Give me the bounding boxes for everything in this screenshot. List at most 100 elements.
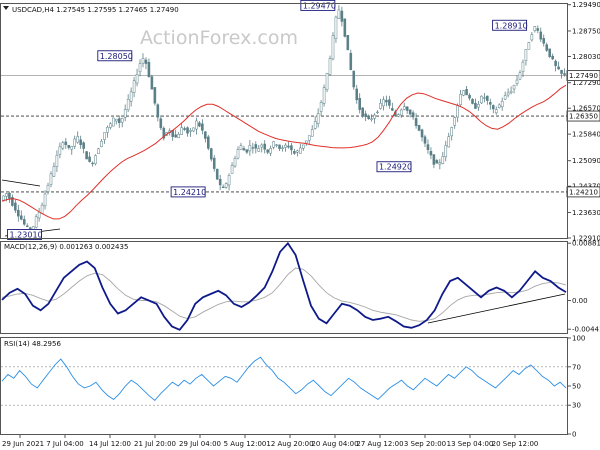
price-callout: 1.28910 xyxy=(492,19,528,31)
price-callout: 1.28050 xyxy=(97,50,133,62)
candle xyxy=(447,132,451,148)
price-level-label: 1.27490 xyxy=(569,72,598,80)
price-level-label: 1.24210 xyxy=(569,188,598,196)
candle xyxy=(73,135,77,149)
candle xyxy=(239,142,243,150)
candle xyxy=(64,137,68,149)
y-tick-label: 1.28750 xyxy=(572,27,600,35)
x-tick-label: 20 Aug 04:00 xyxy=(311,440,358,448)
candle xyxy=(346,34,350,51)
candle xyxy=(245,149,249,155)
candle xyxy=(518,70,522,81)
candle xyxy=(408,109,412,118)
x-tick-label: 29 Jun 2021 xyxy=(2,440,44,448)
candle xyxy=(343,18,347,38)
candle xyxy=(20,210,23,221)
macd-panel-header: MACD(12,26,9) 0.001263 0.002435 xyxy=(4,243,128,251)
candle xyxy=(548,48,551,58)
candle xyxy=(489,98,492,110)
rsi-panel-frame xyxy=(0,337,568,435)
y-tick-label: 1.28030 xyxy=(572,53,600,61)
candle xyxy=(230,162,234,174)
candle xyxy=(34,214,38,229)
candle xyxy=(417,124,421,132)
candle xyxy=(11,194,14,207)
candle xyxy=(331,32,335,61)
panel-menu-icon[interactable] xyxy=(3,6,9,10)
candle xyxy=(423,134,427,148)
candle xyxy=(373,113,376,124)
candle xyxy=(126,94,130,113)
price-panel: ActionForex.com USDCAD,H4 1.27545 1.2759… xyxy=(1,0,600,243)
candle xyxy=(109,122,112,130)
y-tick-label: 1.26570 xyxy=(572,105,600,113)
candle xyxy=(189,128,192,137)
x-tick-label: 7 Jul 04:00 xyxy=(46,440,84,448)
candle xyxy=(82,141,85,154)
candle xyxy=(396,113,400,118)
macd-trendline xyxy=(427,293,566,324)
candle xyxy=(257,144,261,152)
candle xyxy=(278,144,281,151)
candle xyxy=(207,134,210,151)
candle xyxy=(382,96,385,111)
y-tick-label: 100 xyxy=(572,335,585,343)
candle xyxy=(183,126,186,131)
candle xyxy=(218,174,222,191)
candle xyxy=(459,89,462,107)
price-callout-label: 1.24920 xyxy=(379,163,412,172)
candle xyxy=(542,34,546,47)
candle xyxy=(563,68,566,77)
candle xyxy=(355,84,359,104)
candle xyxy=(290,142,293,155)
candle xyxy=(112,117,115,127)
candle xyxy=(88,152,91,163)
candle xyxy=(209,147,213,162)
candle xyxy=(153,87,157,106)
x-tick-label: 27 Aug 12:00 xyxy=(356,440,403,448)
candle xyxy=(497,103,501,109)
candle xyxy=(328,55,332,76)
y-tick-label: 1.27290 xyxy=(572,79,600,87)
candle xyxy=(512,84,516,94)
candle xyxy=(325,72,329,93)
price-candles xyxy=(2,5,566,237)
candle xyxy=(67,144,71,150)
candle xyxy=(414,113,418,129)
candle xyxy=(17,204,20,222)
candle xyxy=(340,6,344,27)
candle xyxy=(385,95,388,107)
x-axis-ticks: 29 Jun 2021 7 Jul 04:00 14 Jul 12:00 21 Jul… xyxy=(2,434,538,448)
candle xyxy=(334,15,338,43)
candle xyxy=(55,150,59,173)
candle xyxy=(462,89,465,97)
candle xyxy=(138,59,142,77)
x-tick-label: 3 Sep 20:00 xyxy=(404,440,446,448)
candle xyxy=(483,93,486,103)
candle xyxy=(358,93,361,114)
candle xyxy=(515,75,519,87)
candle xyxy=(221,184,225,189)
price-callout-label: 1.28050 xyxy=(100,52,133,61)
candle xyxy=(79,135,82,149)
candle xyxy=(477,100,480,111)
candle xyxy=(316,108,320,128)
x-tick-label: 29 Jul 04:00 xyxy=(179,440,221,448)
candle xyxy=(260,143,264,153)
candle xyxy=(432,154,436,169)
candle xyxy=(319,100,323,116)
candle xyxy=(426,139,430,154)
candle xyxy=(8,191,11,203)
candle xyxy=(25,223,29,228)
price-callout-label: 1.29470 xyxy=(303,1,336,10)
y-tick-label: 0.008816 xyxy=(572,240,600,248)
macd-panel-frame xyxy=(0,241,568,334)
candle xyxy=(201,119,204,135)
candle xyxy=(49,171,53,188)
candle xyxy=(364,110,367,122)
candle xyxy=(141,53,145,68)
candle xyxy=(186,126,189,137)
candle xyxy=(453,116,456,129)
candle xyxy=(402,102,406,111)
candle xyxy=(61,140,65,151)
